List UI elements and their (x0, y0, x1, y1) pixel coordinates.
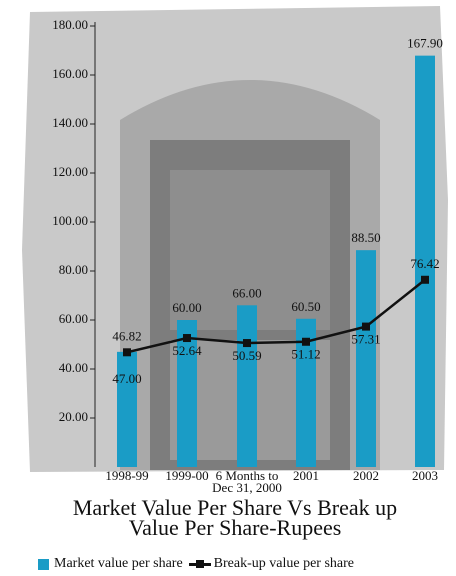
bar (296, 318, 316, 467)
bar-value-label: 60.50 (291, 299, 320, 314)
legend-label: Break-up value per share (213, 556, 354, 571)
y-tick-label: 140.00 (52, 115, 88, 130)
legend-line-key (188, 559, 211, 570)
chart-title: Market Value Per Share Vs Break up Value… (72, 495, 398, 540)
line-marker (302, 337, 310, 346)
bar-value-label: 60.00 (172, 300, 201, 315)
y-tick-label: 120.00 (52, 164, 88, 179)
bar (237, 305, 257, 467)
y-tick-label: 100.00 (52, 213, 88, 228)
y-tick-label: 40.00 (59, 360, 88, 375)
line-marker (243, 339, 251, 348)
line-value-label: 50.59 (232, 348, 261, 363)
bar (356, 250, 376, 467)
bar-value-label: 66.00 (232, 285, 261, 300)
legend-label: Market value per share (54, 556, 183, 571)
x-tick-label: 2001 (293, 468, 319, 483)
line-value-label: 51.12 (291, 347, 320, 362)
bar-value-label: 88.50 (351, 230, 380, 245)
y-tick-label: 60.00 (59, 311, 88, 326)
y-tick-label: 80.00 (59, 262, 88, 277)
line-value-label: 46.82 (112, 328, 141, 343)
line-value-label: 57.31 (351, 332, 380, 347)
y-tick-label: 160.00 (52, 66, 88, 81)
bar (117, 351, 137, 467)
y-tick-label: 20.00 (59, 409, 88, 424)
legend-swatch (38, 558, 49, 570)
bar (177, 320, 197, 467)
line-marker (123, 348, 131, 357)
line-value-label: 76.42 (410, 256, 439, 271)
x-tick-label: 1999-00 (165, 468, 209, 483)
x-tick-label: 6 Months to Dec 31, 2000 (212, 468, 282, 495)
x-tick-label: 1998-99 (105, 468, 149, 483)
x-tick-label: 2002 (353, 468, 379, 483)
line-value-label: 52.64 (172, 343, 202, 358)
line-marker (183, 334, 191, 343)
line (126, 278, 426, 354)
line-marker (362, 322, 370, 331)
bar-value-label: 47.00 (112, 371, 141, 386)
x-tick-label: 2003 (412, 468, 438, 483)
line-marker (421, 275, 429, 284)
y-tick-label: 180.00 (52, 17, 88, 32)
bar-value-label: 167.90 (407, 36, 443, 51)
bar (415, 55, 435, 468)
legend: Market value per share Break-up value pe… (38, 556, 354, 572)
